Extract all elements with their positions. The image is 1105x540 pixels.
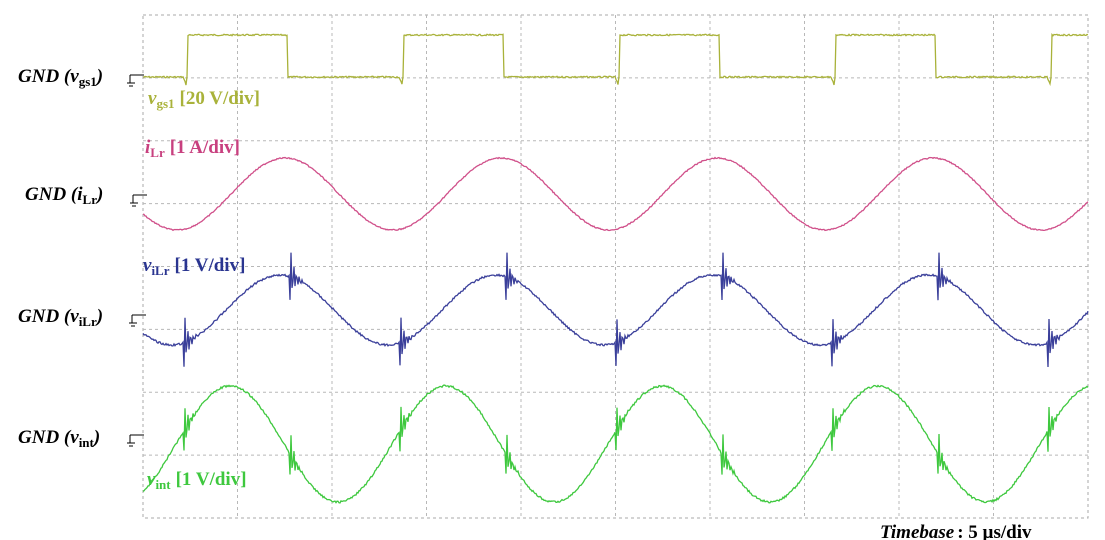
label-part: v [70, 427, 79, 448]
ground-symbol [130, 194, 147, 207]
label-part: ) [92, 427, 100, 448]
ground-symbol [127, 434, 144, 447]
label-part: i [145, 137, 151, 158]
label-part: v [148, 88, 157, 109]
label-part: GND ( [18, 66, 72, 87]
label-part: [1 V/div] [176, 469, 247, 490]
label-part: i [77, 184, 83, 205]
label-part: v [70, 306, 79, 327]
label: iLr [1 A/div] [145, 137, 240, 160]
label-part: ) [95, 184, 103, 205]
label-part: int [79, 435, 95, 450]
waveforms [142, 32, 1089, 504]
label-part: Lr [83, 192, 98, 207]
label: viLr [1 V/div] [143, 255, 245, 278]
label-part: v [70, 66, 79, 87]
label-part: ) [95, 66, 103, 87]
label-part: GND ( [25, 184, 79, 205]
label-part: GND ( [18, 306, 72, 327]
label-part: iLr [79, 314, 97, 329]
label-part: [1 A/div] [170, 137, 240, 158]
timebase-value: : 5 µs/div [957, 522, 1032, 540]
label-part: v [147, 469, 156, 490]
label-part: Lr [150, 145, 165, 160]
trace-vint [142, 384, 1089, 504]
label: GND (iLr) [25, 184, 103, 207]
ground-symbol [127, 74, 144, 87]
timebase-label: Timebase [880, 522, 955, 540]
grid [143, 15, 1088, 518]
timebase: Timebase: 5 µs/div [880, 522, 1032, 540]
label-part: [20 V/div] [180, 88, 260, 109]
trace-iLr [142, 156, 1089, 232]
label-part: ) [95, 306, 103, 327]
label-part: iLr [151, 263, 169, 278]
label: vgs1 [20 V/div] [148, 88, 260, 111]
label-part: gs1 [79, 74, 97, 89]
trace-vgs1 [142, 32, 1089, 87]
ground-symbol [129, 314, 146, 327]
label: vint [1 V/div] [147, 469, 247, 492]
label-part: [1 V/div] [175, 255, 246, 276]
label-part: GND ( [18, 427, 72, 448]
label-part: int [155, 477, 171, 492]
label: GND (viLr) [18, 306, 103, 329]
label-part: gs1 [156, 96, 174, 111]
trace-viLr [142, 252, 1089, 368]
labels: GND (vgs1)GND (iLr)GND (viLr)GND (vint)v… [18, 66, 1032, 540]
label: GND (vgs1) [18, 66, 103, 89]
label: GND (vint) [18, 427, 100, 450]
label-part: v [143, 255, 152, 276]
